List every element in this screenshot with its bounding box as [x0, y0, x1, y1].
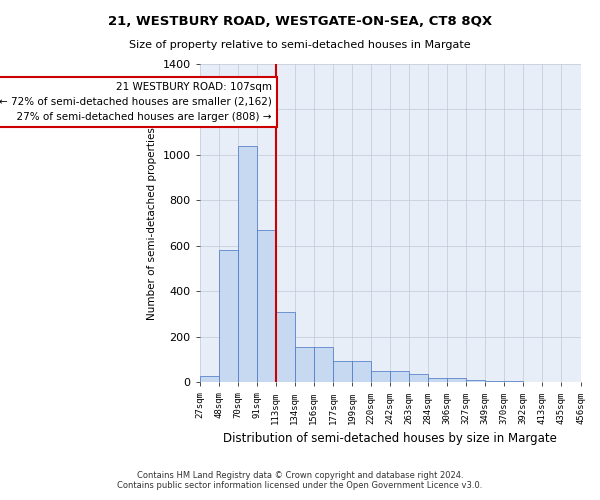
- Bar: [466, 380, 485, 382]
- Bar: [295, 347, 314, 382]
- Y-axis label: Number of semi-detached properties: Number of semi-detached properties: [147, 127, 157, 320]
- Bar: [447, 378, 466, 382]
- Bar: [390, 371, 409, 382]
- Bar: [257, 230, 276, 382]
- Text: Contains HM Land Registry data © Crown copyright and database right 2024.
Contai: Contains HM Land Registry data © Crown c…: [118, 470, 482, 490]
- Bar: [200, 376, 218, 382]
- X-axis label: Distribution of semi-detached houses by size in Margate: Distribution of semi-detached houses by …: [223, 432, 557, 445]
- Bar: [333, 361, 352, 382]
- Bar: [428, 378, 447, 382]
- Text: 21 WESTBURY ROAD: 107sqm
← 72% of semi-detached houses are smaller (2,162)
  27%: 21 WESTBURY ROAD: 107sqm ← 72% of semi-d…: [0, 82, 272, 122]
- Text: Size of property relative to semi-detached houses in Margate: Size of property relative to semi-detach…: [129, 40, 471, 50]
- Text: 21, WESTBURY ROAD, WESTGATE-ON-SEA, CT8 8QX: 21, WESTBURY ROAD, WESTGATE-ON-SEA, CT8 …: [108, 15, 492, 28]
- Bar: [276, 312, 295, 382]
- Bar: [409, 374, 428, 382]
- Bar: [238, 146, 257, 382]
- Bar: [314, 347, 333, 382]
- Bar: [218, 250, 238, 382]
- Bar: [352, 361, 371, 382]
- Bar: [371, 371, 390, 382]
